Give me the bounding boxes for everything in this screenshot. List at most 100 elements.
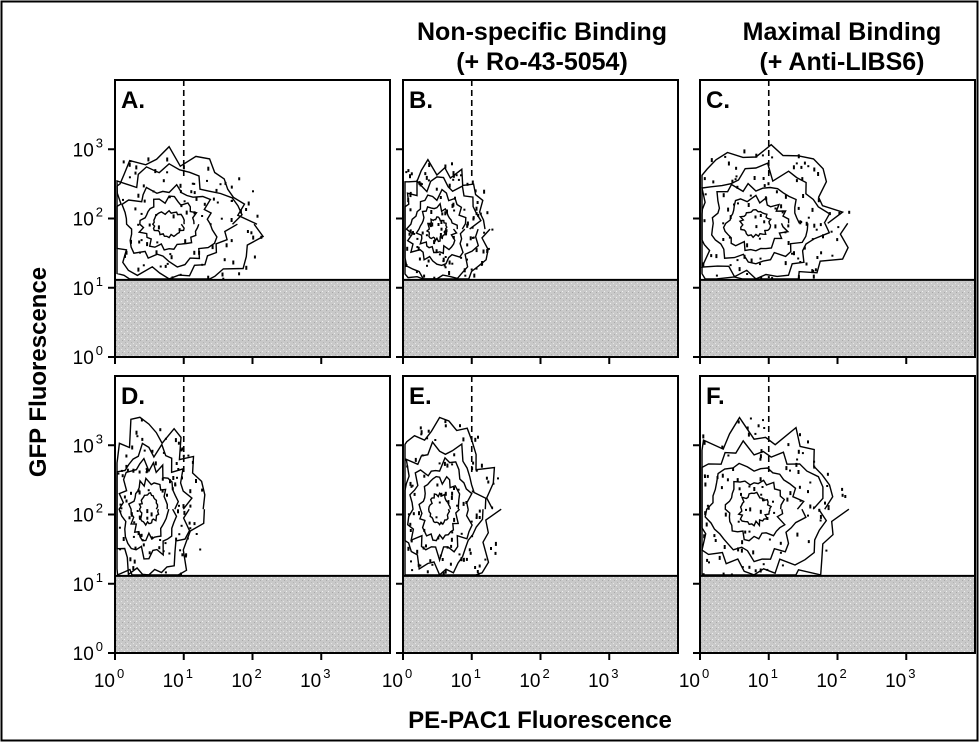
contour-speckle	[483, 189, 486, 194]
column-title-3-line2: (+ Anti-LIBS6)	[759, 48, 924, 76]
panel-f: F.10 0 10 1 10 2 10 3	[679, 375, 976, 692]
contour-speckle	[722, 222, 725, 225]
contour-speckle	[466, 221, 469, 226]
contour-speckle	[710, 158, 713, 163]
contour-speckle	[803, 161, 806, 165]
contour-speckle	[252, 235, 255, 240]
contour-speckle	[409, 229, 412, 233]
contour-speckle	[448, 260, 451, 265]
contour-speckle	[446, 463, 449, 468]
contour-speckle	[453, 487, 455, 490]
contour-speckle	[478, 564, 481, 568]
contour-speckle	[472, 216, 475, 220]
contour-speckle	[706, 504, 709, 507]
contour-speckle	[482, 249, 485, 254]
contour-speckle	[487, 247, 490, 250]
contour-speckle	[813, 167, 816, 172]
x-tick-label: 10 2	[231, 666, 261, 692]
contour-speckle	[791, 252, 793, 255]
contour-speckle	[704, 511, 707, 516]
contour-speckle	[409, 481, 412, 486]
contour-speckle	[762, 498, 765, 502]
contour-speckle	[483, 231, 486, 234]
contour-speckle	[449, 562, 452, 566]
contour-speckle	[252, 190, 254, 193]
contour-speckle	[431, 563, 434, 566]
contour-speckle	[801, 452, 804, 455]
contour-speckle	[141, 437, 144, 441]
contour-speckle	[789, 491, 792, 496]
contour-speckle	[811, 238, 814, 241]
contour-speckle	[215, 188, 218, 192]
contour-speckle	[451, 491, 454, 496]
contour-speckle	[755, 225, 758, 229]
contour-speckle	[486, 249, 489, 253]
contour-speckle	[816, 256, 819, 259]
contour-speckle	[191, 182, 194, 185]
contour-speckle	[748, 485, 751, 488]
contour-speckle	[809, 481, 812, 484]
contour-speckle	[474, 566, 477, 569]
contour-speckle	[771, 277, 774, 280]
contour-speckle	[724, 512, 727, 517]
contour-speckle	[801, 177, 804, 181]
contour-speckle	[462, 557, 465, 562]
contour-speckle	[154, 169, 157, 174]
contour-speckle	[137, 489, 140, 493]
x-tick-label: 10 0	[94, 666, 124, 692]
contour-speckle	[161, 477, 164, 481]
contour-speckle	[784, 261, 787, 266]
contour-speckle	[177, 509, 179, 514]
contour-speckle	[746, 243, 749, 248]
panel-letter: C.	[706, 87, 730, 114]
contour-ring-2	[116, 162, 243, 280]
contour-speckle	[118, 526, 121, 529]
contour-speckle	[807, 490, 809, 494]
contour-speckle	[822, 234, 824, 239]
contour-speckle	[133, 559, 136, 564]
contour-speckle	[702, 573, 705, 577]
contour-speckle	[759, 454, 762, 459]
contour-speckle	[132, 468, 135, 473]
contour-speckle	[166, 493, 168, 497]
x-tick-label: 10 3	[588, 666, 618, 692]
contour-speckle	[230, 218, 233, 222]
contour-speckle	[146, 516, 149, 520]
contour-speckle	[732, 468, 735, 471]
contour-speckle	[741, 566, 744, 569]
contour-speckle	[230, 185, 233, 189]
contour-speckle	[728, 236, 731, 239]
contour-speckle	[168, 552, 171, 555]
tick-exponent: 1	[96, 274, 103, 289]
contour-speckle	[753, 487, 756, 491]
contour-speckle	[230, 239, 233, 243]
contour-speckle	[807, 165, 810, 168]
contour-speckle	[497, 477, 499, 480]
gfp-negative-region	[115, 279, 390, 357]
contour-speckle	[129, 557, 132, 562]
contour-ring-2	[116, 442, 193, 576]
contour-speckle	[434, 439, 437, 441]
contour-speckle	[807, 216, 810, 219]
contour-speckle	[438, 462, 441, 465]
contour-speckle	[137, 193, 140, 198]
contour-speckle	[746, 273, 749, 275]
contour-speckle	[760, 277, 763, 280]
contour-speckle	[703, 177, 706, 181]
contour-speckle	[146, 242, 149, 247]
contour-speckle	[465, 501, 468, 504]
contour-speckle	[120, 507, 123, 510]
tick-base: 10	[748, 671, 769, 692]
contour-ring-2	[404, 176, 482, 280]
x-tick-label: 10 3	[885, 666, 915, 692]
contour-speckle	[148, 223, 151, 227]
contour-speckle	[743, 149, 746, 154]
y-tick-label: 10 0	[73, 639, 103, 665]
contour-speckle	[477, 435, 479, 439]
column-title-3-line1: Maximal Binding	[743, 18, 942, 46]
contour-speckle	[703, 534, 706, 539]
contour-speckle	[720, 486, 723, 490]
contour-speckle	[184, 554, 187, 558]
contour-speckle	[238, 272, 241, 276]
contour-speckle	[473, 273, 476, 278]
